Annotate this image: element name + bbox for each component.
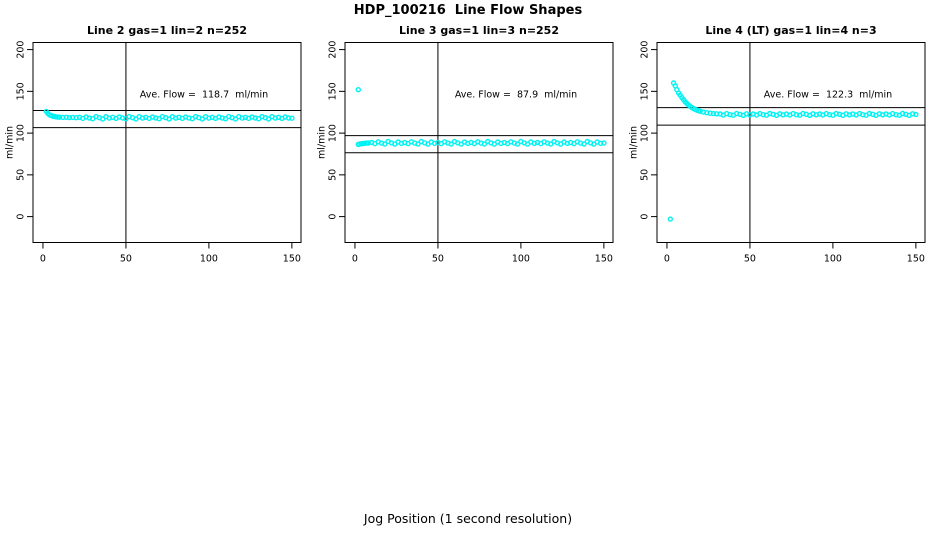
y-tick-label: 50	[640, 169, 651, 181]
y-tick-label: 0	[640, 214, 651, 220]
x-tick-label: 0	[664, 254, 670, 265]
data-point	[913, 111, 919, 118]
plot-box	[32, 42, 302, 243]
data-point	[289, 115, 295, 121]
plot-box	[344, 42, 614, 243]
data-point	[415, 141, 421, 147]
y-tick-label: 150	[16, 82, 27, 100]
y-tick-label: 0	[328, 214, 339, 220]
panel-line2-flow-chart: Line 2 gas=1 lin=2 n=252 0 50 100 150 0 50 100 1…	[5, 24, 302, 265]
y-axis-unit-label: ml/min	[5, 126, 16, 159]
data-point	[667, 216, 673, 222]
y-tick-label: 150	[328, 82, 339, 100]
x-tick-label: 0	[352, 254, 358, 265]
x-tick-label: 50	[744, 254, 756, 265]
data-point	[481, 141, 488, 147]
data-point	[581, 141, 587, 147]
ave-flow-annotation: Ave. Flow = 118.7 ml/min	[140, 90, 268, 101]
data-point	[514, 141, 521, 147]
data-point	[548, 141, 554, 147]
y-tick-label: 100	[640, 124, 651, 142]
data-point	[448, 141, 454, 147]
y-tick-label: 50	[328, 169, 339, 181]
y-tick-label: 0	[16, 214, 27, 220]
y-tick-label: 200	[640, 41, 651, 59]
y-tick-label: 200	[16, 41, 27, 59]
panel-line3-flow-chart: Line 3 gas=1 lin=3 n=252 0 50 100 150 0 50 100 1…	[317, 24, 614, 265]
y-axis-unit-label: ml/min	[629, 126, 640, 159]
data-point	[601, 140, 607, 146]
y-tick-label: 100	[16, 124, 27, 142]
y-tick-label: 200	[328, 41, 339, 59]
ave-flow-annotation: Ave. Flow = 87.9 ml/min	[455, 90, 577, 101]
y-axis-unit-label: ml/min	[317, 126, 328, 159]
x-tick-label: 50	[432, 254, 444, 265]
charts-row: Line 2 gas=1 lin=2 n=252 0 50 100 150 0 50 100 1…	[0, 18, 936, 270]
ave-flow-annotation: Ave. Flow = 122.3 ml/min	[764, 90, 892, 101]
x-tick-label: 150	[595, 254, 613, 265]
data-point	[382, 141, 388, 147]
x-axis-label: Jog Position (1 second resolution)	[363, 511, 573, 526]
x-tick-label: 150	[283, 254, 301, 265]
x-tick-label: 100	[824, 254, 842, 265]
x-tick-label: 100	[512, 254, 530, 265]
panel-title: Line 3 gas=1 lin=3 n=252	[399, 24, 559, 37]
x-tick-label: 150	[907, 254, 925, 265]
panel-title: Line 2 gas=1 lin=2 n=252	[87, 24, 247, 37]
panel-line4-flow-chart: Line 4 (LT) gas=1 lin=4 n=3 0 50 100 150 0 50 1…	[629, 24, 926, 265]
x-tick-label: 0	[40, 254, 46, 265]
plot-box	[656, 42, 926, 243]
panel-title: Line 4 (LT) gas=1 lin=4 n=3	[705, 24, 876, 37]
data-point	[355, 86, 361, 93]
main-title: HDP_100216 Line Flow Shapes	[353, 3, 583, 18]
y-tick-label: 150	[640, 82, 651, 100]
x-tick-label: 50	[120, 254, 132, 265]
y-tick-label: 50	[16, 169, 27, 181]
x-tick-label: 100	[200, 254, 218, 265]
y-tick-label: 100	[328, 124, 339, 142]
